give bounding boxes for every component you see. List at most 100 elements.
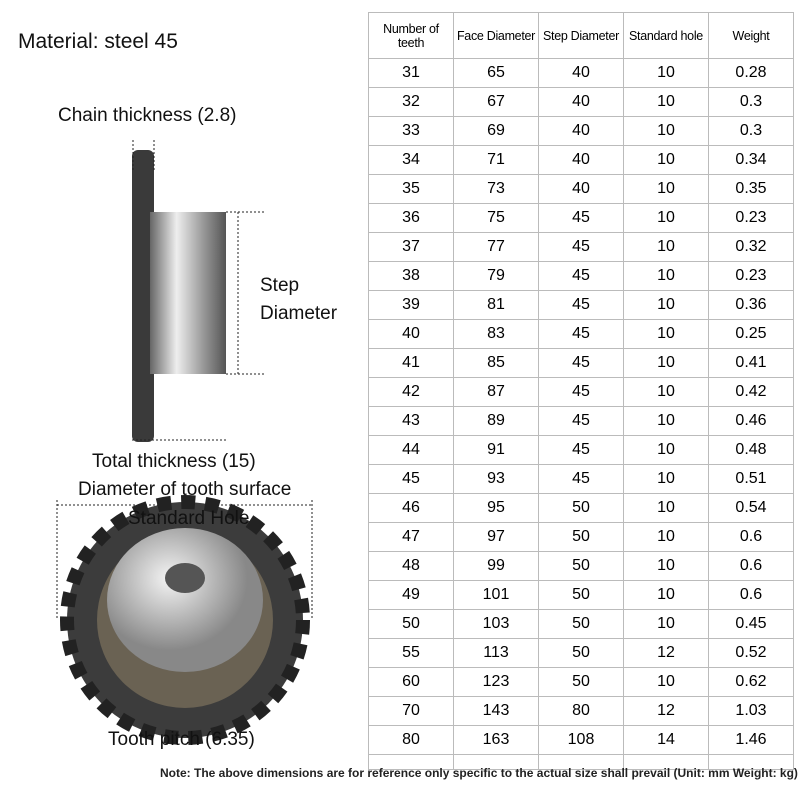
table-row: 34 71 40 10 0.34 bbox=[368, 145, 794, 175]
table-row: 44 91 45 10 0.48 bbox=[368, 435, 794, 465]
table-cell: 45 bbox=[538, 203, 624, 233]
table-cell: 10 bbox=[623, 174, 709, 204]
table-cell bbox=[708, 754, 794, 770]
table-cell: 0.25 bbox=[708, 319, 794, 349]
table-cell: 45 bbox=[538, 319, 624, 349]
table-cell: 0.34 bbox=[708, 145, 794, 175]
table-row: 32 67 40 10 0.3 bbox=[368, 87, 794, 117]
table-row: 43 89 45 10 0.46 bbox=[368, 406, 794, 436]
table-row: 38 79 45 10 0.23 bbox=[368, 261, 794, 291]
table-cell: 0.52 bbox=[708, 638, 794, 668]
column-header: Face Diameter bbox=[453, 12, 539, 59]
column-header: Step Diameter bbox=[538, 12, 624, 59]
column-header: Number of teeth bbox=[368, 12, 454, 59]
table-row: 50 103 50 10 0.45 bbox=[368, 609, 794, 639]
table-cell: 10 bbox=[623, 232, 709, 262]
table-cell: 83 bbox=[453, 319, 539, 349]
table-cell: 143 bbox=[453, 696, 539, 726]
table-cell: 71 bbox=[453, 145, 539, 175]
table-cell: 95 bbox=[453, 493, 539, 523]
table-cell: 0.51 bbox=[708, 464, 794, 494]
table-row: 46 95 50 10 0.54 bbox=[368, 493, 794, 523]
table-cell: 0.6 bbox=[708, 522, 794, 552]
table-cell: 60 bbox=[368, 667, 454, 697]
table-cell: 0.41 bbox=[708, 348, 794, 378]
table-cell: 40 bbox=[368, 319, 454, 349]
table-cell: 45 bbox=[368, 464, 454, 494]
header-row: Number of teeth Face Diameter Step Diamete… bbox=[368, 12, 794, 59]
table-cell: 47 bbox=[368, 522, 454, 552]
table-row: 55 113 50 12 0.52 bbox=[368, 638, 794, 668]
table-cell: 0.23 bbox=[708, 261, 794, 291]
tooth-surface: Diameter of tooth surface bbox=[78, 479, 292, 500]
table-cell: 70 bbox=[368, 696, 454, 726]
table-cell: 44 bbox=[368, 435, 454, 465]
table-cell: 0.45 bbox=[708, 609, 794, 639]
table-cell: 10 bbox=[623, 377, 709, 407]
table-row: 80 163 108 14 1.46 bbox=[368, 725, 794, 755]
table-cell: 10 bbox=[623, 464, 709, 494]
table-cell: 73 bbox=[453, 174, 539, 204]
table-cell: 41 bbox=[368, 348, 454, 378]
table-row bbox=[368, 754, 794, 770]
column-header: Standard hole bbox=[623, 12, 709, 59]
table-row: 31 65 40 10 0.28 bbox=[368, 58, 794, 88]
table-cell: 99 bbox=[453, 551, 539, 581]
table-cell: 40 bbox=[538, 87, 624, 117]
tooth-pitch: Tooth pitch (6.35) bbox=[108, 729, 255, 750]
table-cell: 10 bbox=[623, 203, 709, 233]
table-cell: 91 bbox=[453, 435, 539, 465]
table-cell: 45 bbox=[538, 406, 624, 436]
table-cell: 87 bbox=[453, 377, 539, 407]
table-cell: 123 bbox=[453, 667, 539, 697]
table-cell: 0.36 bbox=[708, 290, 794, 320]
table-cell: 40 bbox=[538, 145, 624, 175]
table-cell: 67 bbox=[453, 87, 539, 117]
table-cell: 0.6 bbox=[708, 580, 794, 610]
table-cell: 10 bbox=[623, 551, 709, 581]
table-cell: 0.42 bbox=[708, 377, 794, 407]
table-cell: 10 bbox=[623, 435, 709, 465]
table-cell: 0.28 bbox=[708, 58, 794, 88]
table-cell: 45 bbox=[538, 261, 624, 291]
table-cell: 42 bbox=[368, 377, 454, 407]
table-row: 47 97 50 10 0.6 bbox=[368, 522, 794, 552]
table-cell: 40 bbox=[538, 116, 624, 146]
table-cell: 93 bbox=[453, 464, 539, 494]
table-cell: 10 bbox=[623, 145, 709, 175]
table-cell: 75 bbox=[453, 203, 539, 233]
table-row: 60 123 50 10 0.62 bbox=[368, 667, 794, 697]
table-cell: 10 bbox=[623, 609, 709, 639]
table-cell: 40 bbox=[538, 174, 624, 204]
table-cell: 50 bbox=[538, 667, 624, 697]
table-cell: 79 bbox=[453, 261, 539, 291]
table-cell: 40 bbox=[538, 58, 624, 88]
table-cell: 48 bbox=[368, 551, 454, 581]
table-cell: 31 bbox=[368, 58, 454, 88]
table-row: 35 73 40 10 0.35 bbox=[368, 174, 794, 204]
table-row: 48 99 50 10 0.6 bbox=[368, 551, 794, 581]
table-cell: 0.62 bbox=[708, 667, 794, 697]
table-cell: 32 bbox=[368, 87, 454, 117]
table-cell: 0.46 bbox=[708, 406, 794, 436]
table-row: 41 85 45 10 0.41 bbox=[368, 348, 794, 378]
table-cell: 1.46 bbox=[708, 725, 794, 755]
table-cell: 50 bbox=[538, 522, 624, 552]
table-cell: 10 bbox=[623, 406, 709, 436]
table-cell: 97 bbox=[453, 522, 539, 552]
table-cell: 65 bbox=[453, 58, 539, 88]
table-cell: 39 bbox=[368, 290, 454, 320]
table-row: 42 87 45 10 0.42 bbox=[368, 377, 794, 407]
table-cell: 50 bbox=[538, 580, 624, 610]
material: Material: steel 45 bbox=[18, 30, 178, 53]
table-cell: 35 bbox=[368, 174, 454, 204]
table-cell: 10 bbox=[623, 493, 709, 523]
table-cell: 46 bbox=[368, 493, 454, 523]
table-row: 33 69 40 10 0.3 bbox=[368, 116, 794, 146]
table-cell: 34 bbox=[368, 145, 454, 175]
table-cell: 10 bbox=[623, 522, 709, 552]
table-cell: 14 bbox=[623, 725, 709, 755]
table-cell: 10 bbox=[623, 58, 709, 88]
table-cell: 89 bbox=[453, 406, 539, 436]
table-cell: 0.23 bbox=[708, 203, 794, 233]
